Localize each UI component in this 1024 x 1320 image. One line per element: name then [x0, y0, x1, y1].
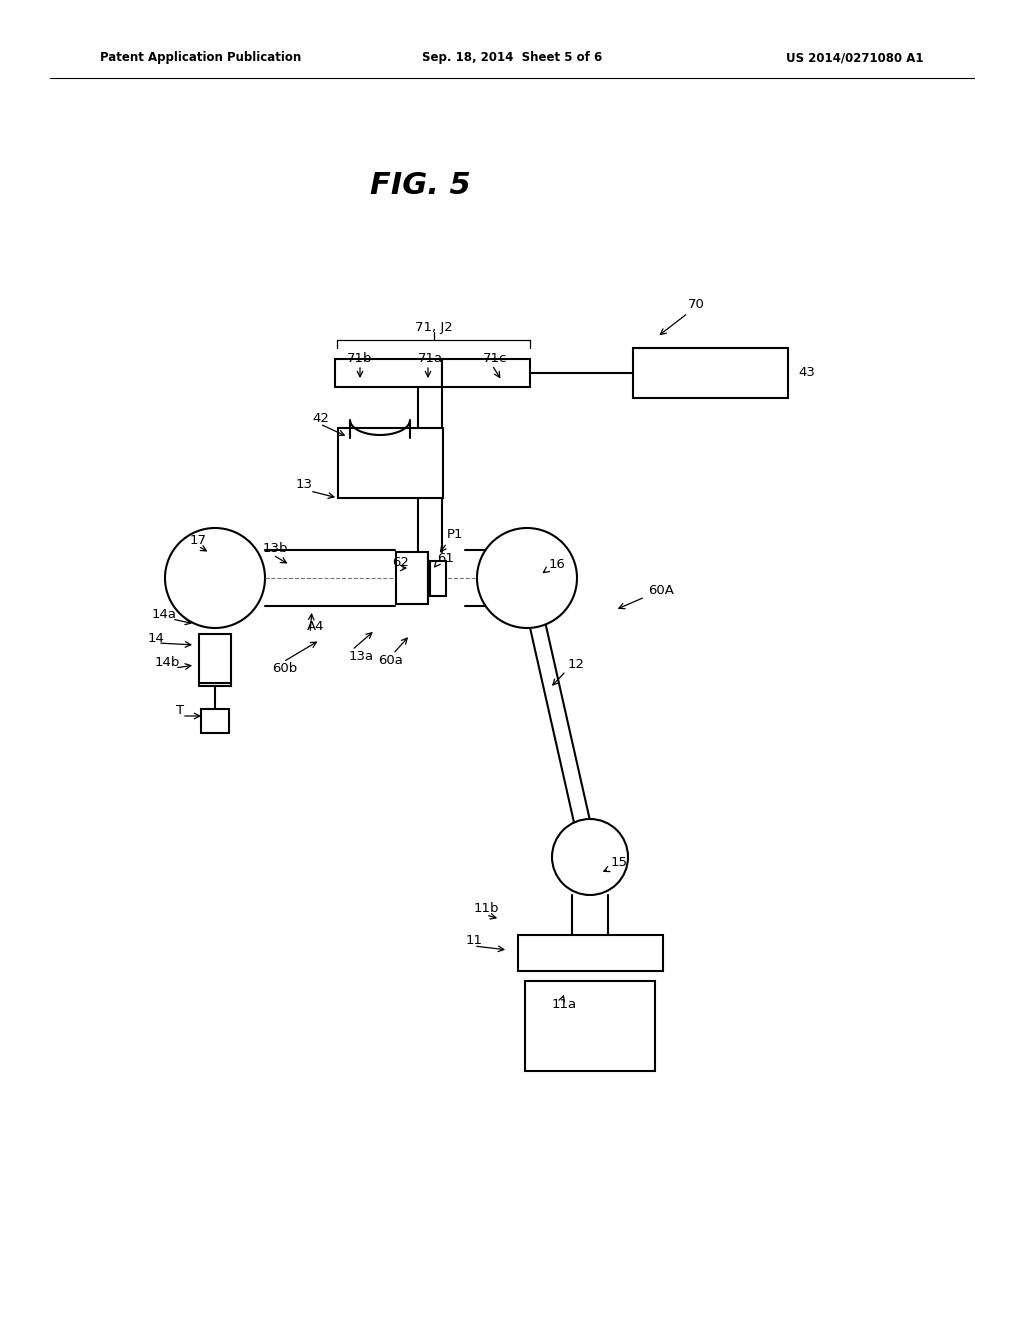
Text: 43: 43	[798, 367, 815, 380]
Bar	[201, 709, 229, 733]
Bar	[396, 552, 428, 605]
Text: 71, J2: 71, J2	[415, 322, 453, 334]
Ellipse shape	[477, 528, 577, 628]
Text: 61: 61	[437, 552, 454, 565]
Text: 17: 17	[190, 533, 207, 546]
Text: P1: P1	[447, 528, 464, 541]
Text: 15: 15	[611, 857, 628, 870]
Text: 60a: 60a	[378, 653, 402, 667]
Text: 62: 62	[392, 557, 409, 569]
Text: 60b: 60b	[272, 661, 297, 675]
Bar	[335, 359, 442, 387]
Text: 11b: 11b	[474, 903, 500, 916]
Text: 42: 42	[312, 412, 329, 425]
Text: 70: 70	[688, 298, 705, 312]
Bar	[430, 561, 446, 595]
Bar	[633, 348, 787, 399]
Bar	[442, 359, 530, 387]
Ellipse shape	[552, 818, 628, 895]
Text: 14: 14	[148, 631, 165, 644]
Text: 71a: 71a	[418, 351, 442, 364]
Text: 71b: 71b	[347, 351, 373, 364]
Text: A4: A4	[307, 620, 325, 634]
Bar	[517, 935, 663, 972]
Text: 14a: 14a	[152, 607, 177, 620]
Text: 60A: 60A	[648, 583, 674, 597]
Text: US 2014/0271080 A1: US 2014/0271080 A1	[786, 51, 924, 65]
Ellipse shape	[165, 528, 265, 628]
Text: 11a: 11a	[552, 998, 578, 1011]
Text: 16: 16	[549, 557, 566, 570]
Text: 13b: 13b	[263, 543, 289, 556]
Bar	[199, 634, 231, 686]
Text: Sep. 18, 2014  Sheet 5 of 6: Sep. 18, 2014 Sheet 5 of 6	[422, 51, 602, 65]
Text: 11: 11	[466, 933, 483, 946]
Text: 12: 12	[568, 659, 585, 672]
Bar	[525, 981, 655, 1071]
Text: 13a: 13a	[349, 649, 374, 663]
Bar	[338, 428, 442, 498]
Text: 14b: 14b	[155, 656, 180, 669]
Text: T: T	[176, 704, 184, 717]
Text: Patent Application Publication: Patent Application Publication	[100, 51, 301, 65]
Text: 13: 13	[296, 478, 313, 491]
Text: 71c: 71c	[482, 351, 507, 364]
Text: FIG. 5: FIG. 5	[370, 170, 470, 199]
